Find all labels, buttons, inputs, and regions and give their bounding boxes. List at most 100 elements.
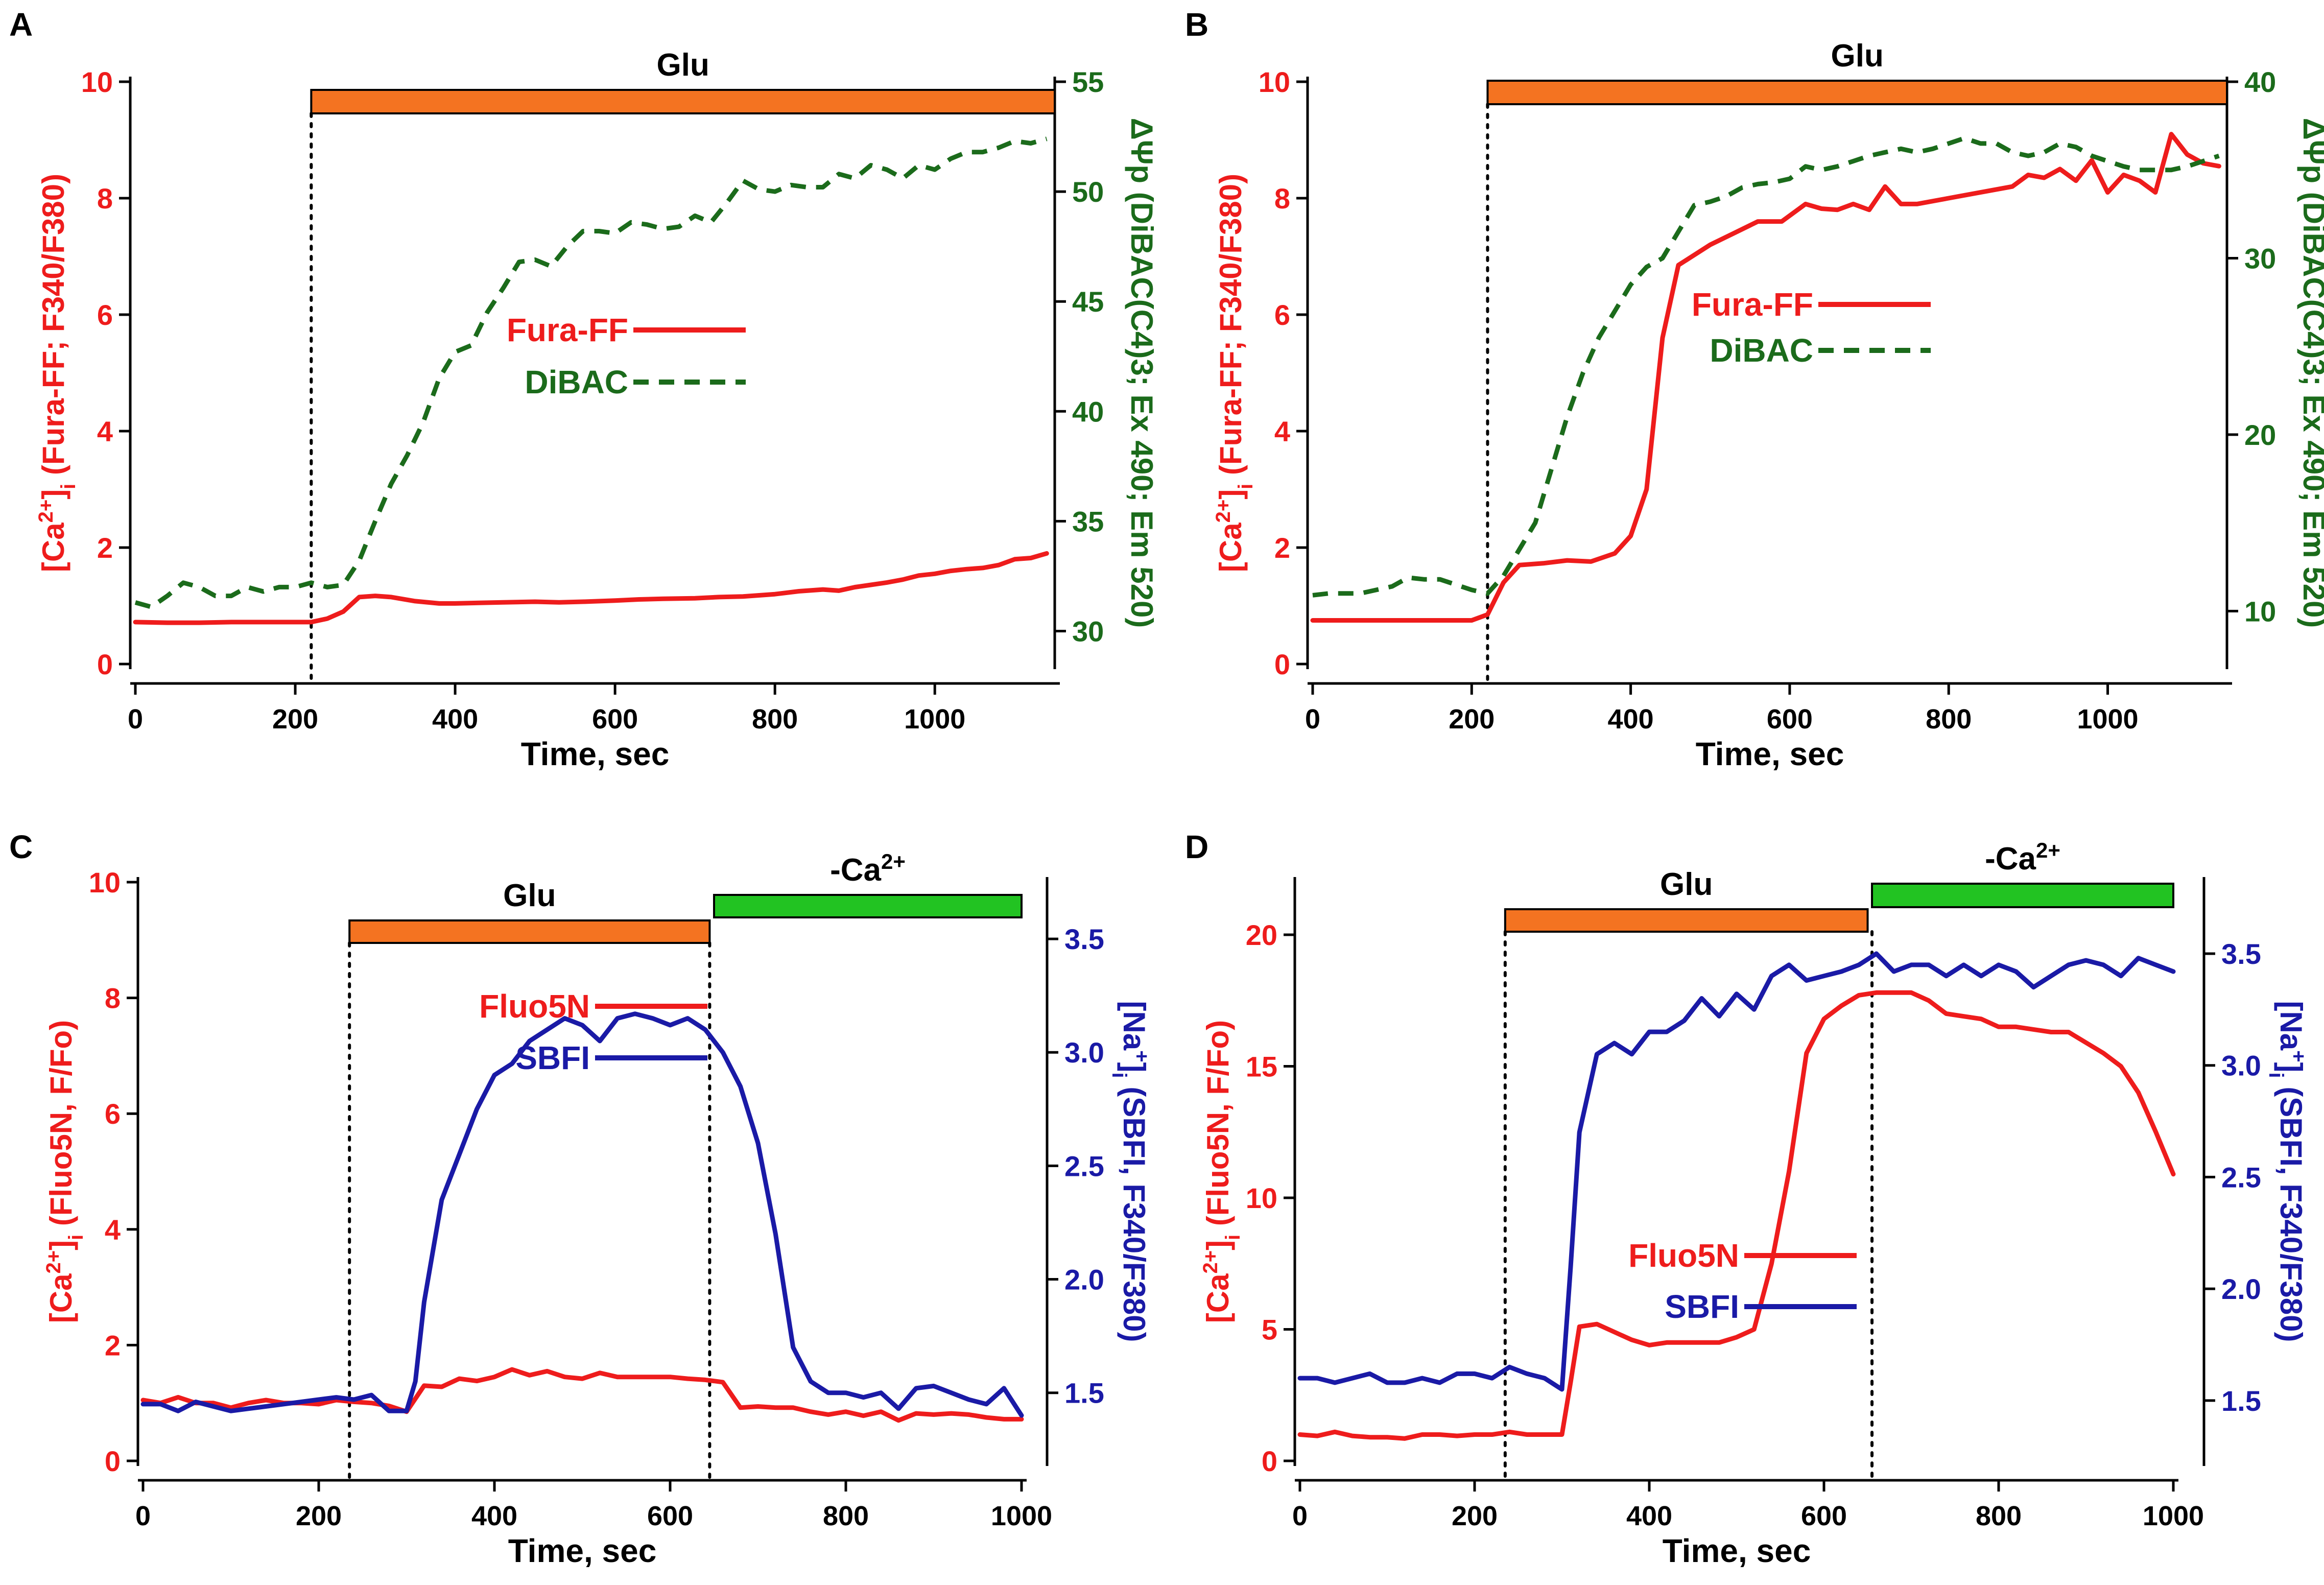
x-axis-tick-label: 200 — [272, 704, 318, 735]
right-axis-title: ΔΨp (DiBAC(C4)3; Ex 490; Em 520) — [2297, 118, 2324, 628]
left-axis-tick-label: 8 — [97, 182, 113, 215]
right-axis-tick-label: 3.5 — [1064, 923, 1104, 955]
x-axis-tick-label: 200 — [1452, 1501, 1498, 1531]
right-axis-tick-label: 3.0 — [1064, 1036, 1104, 1069]
legend-label: SBFI — [515, 1039, 590, 1076]
left-axis-tick-label: 6 — [1274, 299, 1290, 331]
right-axis-tick-label: 2.5 — [1064, 1150, 1104, 1182]
panel-letter: A — [9, 6, 33, 43]
left-axis-tick-label: 4 — [105, 1214, 121, 1246]
right-axis-tick-label: 40 — [1072, 395, 1104, 428]
left-axis-title: [Ca2+]i (Fura-FF; F340/F380) — [1212, 174, 1257, 572]
left-axis-title: [Ca2+]i (Fura-FF; F340/F380) — [35, 174, 80, 572]
right-axis-tick-label: 2.0 — [1064, 1264, 1104, 1296]
left-axis-tick-label: 8 — [105, 982, 121, 1014]
series-line-sbfi — [140, 1011, 1024, 1418]
x-axis-tick-label: 600 — [1801, 1501, 1847, 1531]
left-axis-tick-label: 2 — [1274, 532, 1290, 564]
x-axis-tick-label: 800 — [1926, 704, 1972, 735]
x-axis-tick-label: 1000 — [2077, 704, 2138, 735]
legend-label: SBFI — [1665, 1288, 1739, 1325]
glu-bar — [348, 919, 711, 944]
ca-free-bar — [1871, 883, 2175, 908]
glu-bar — [310, 89, 1056, 114]
x-axis-title: Time, sec — [1696, 736, 1844, 772]
bar-label: Glu — [657, 48, 709, 83]
right-axis-tick-label: 30 — [1072, 615, 1104, 647]
series-line-fluo5n — [140, 1367, 1024, 1423]
left-axis-tick-label: 15 — [1246, 1051, 1277, 1083]
right-axis-tick-label: 2.0 — [2221, 1273, 2261, 1305]
x-axis-tick-label: 1000 — [991, 1501, 1052, 1531]
right-axis-title: [Na+]i (SBFI, F340/F380) — [1108, 1001, 1153, 1342]
series-line-fura-ff — [1310, 132, 2221, 623]
left-axis-title: [Ca2+]i (Fluo5N, F/Fo) — [42, 1020, 87, 1323]
left-axis-tick-label: 10 — [81, 66, 113, 98]
panel-letter: B — [1185, 6, 1208, 43]
x-axis-tick-label: 200 — [1449, 704, 1495, 735]
left-axis-tick-label: 4 — [1274, 415, 1290, 447]
bar-label: -Ca2+ — [830, 849, 906, 888]
series-line-fura-ff — [133, 551, 1049, 625]
x-axis-tick-label: 0 — [135, 1501, 151, 1531]
panel-letter: D — [1185, 829, 1208, 865]
x-axis-tick-label: 800 — [1976, 1501, 2022, 1531]
left-axis-tick-label: 20 — [1246, 919, 1277, 951]
right-axis-tick-label: 2.5 — [2221, 1161, 2261, 1193]
x-axis-tick-label: 400 — [1608, 704, 1654, 735]
left-axis-tick-label: 8 — [1274, 182, 1290, 215]
panel-a: A 0 2 4 6 8 10 30 35 40 45 50 55 0 200 400 600 800 1000 Tim… — [9, 6, 1159, 772]
left-axis-tick-label: 6 — [97, 299, 113, 331]
right-axis-tick-label: 10 — [2244, 595, 2276, 627]
bar-label: Glu — [503, 878, 556, 913]
legend-label: Fura-FF — [1692, 286, 1813, 323]
bar-label: Glu — [1660, 867, 1713, 902]
panel-letter: C — [9, 829, 33, 865]
panel-d: D 0 5 10 15 20 1.5 2.0 2.5 3.0 3.5 0 200 400 600 800 100… — [1185, 829, 2310, 1569]
right-axis-tick-label: 30 — [2244, 242, 2276, 274]
right-axis-title: ΔΨp (DiBAC(C4)3; Ex 490; Em 520) — [1125, 118, 1159, 628]
ca-free-bar — [713, 894, 1023, 918]
left-axis-tick-label: 0 — [1274, 648, 1290, 680]
right-axis-tick-label: 1.5 — [1064, 1377, 1104, 1409]
left-axis-tick-label: 4 — [97, 415, 113, 447]
left-axis-tick-label: 2 — [105, 1329, 121, 1361]
legend-label: Fluo5N — [479, 988, 590, 1025]
left-axis-tick-label: 0 — [105, 1445, 121, 1477]
right-axis-tick-label: 35 — [1072, 505, 1104, 537]
left-axis-tick-label: 2 — [97, 532, 113, 564]
right-axis-tick-label: 45 — [1072, 286, 1104, 318]
x-axis-tick-label: 600 — [1767, 704, 1813, 735]
x-axis-title: Time, sec — [1663, 1532, 1811, 1569]
right-axis-tick-label: 20 — [2244, 419, 2276, 451]
bar-label: -Ca2+ — [1985, 838, 2060, 877]
glu-bar — [1504, 908, 1869, 933]
right-axis-title: [Na+]i (SBFI, F340/F380) — [2265, 1001, 2310, 1342]
right-axis-tick-label: 50 — [1072, 176, 1104, 208]
x-axis-tick-label: 0 — [1292, 1501, 1308, 1531]
x-axis-tick-label: 200 — [296, 1501, 342, 1531]
left-axis-tick-label: 10 — [1259, 66, 1290, 98]
legend-label: Fura-FF — [507, 312, 628, 348]
glu-bar — [1486, 80, 2228, 105]
legend-label: Fluo5N — [1628, 1237, 1739, 1274]
x-axis-title: Time, sec — [508, 1532, 657, 1569]
x-axis-tick-label: 400 — [471, 1501, 517, 1531]
series-line-dibac — [1312, 136, 2220, 598]
bar-label: Glu — [1831, 38, 1884, 74]
panel-c: C 0 2 4 6 8 10 1.5 2.0 2.5 3.0 3.5 0 200 400 600 800 1000… — [9, 829, 1153, 1569]
x-axis-tick-label: 400 — [432, 704, 478, 735]
legend-label: DiBAC — [1710, 332, 1813, 369]
x-axis-tick-label: 800 — [752, 704, 798, 735]
x-axis-tick-label: 400 — [1626, 1501, 1672, 1531]
x-axis-tick-label: 600 — [647, 1501, 693, 1531]
series-line-sbfi — [1297, 951, 2176, 1392]
left-axis-tick-label: 0 — [97, 648, 113, 680]
x-axis-tick-label: 600 — [592, 704, 638, 735]
x-axis-tick-label: 1000 — [2143, 1501, 2204, 1531]
left-axis-tick-label: 0 — [1262, 1445, 1277, 1477]
x-axis-tick-label: 0 — [128, 704, 143, 735]
legend-label: DiBAC — [525, 364, 628, 400]
